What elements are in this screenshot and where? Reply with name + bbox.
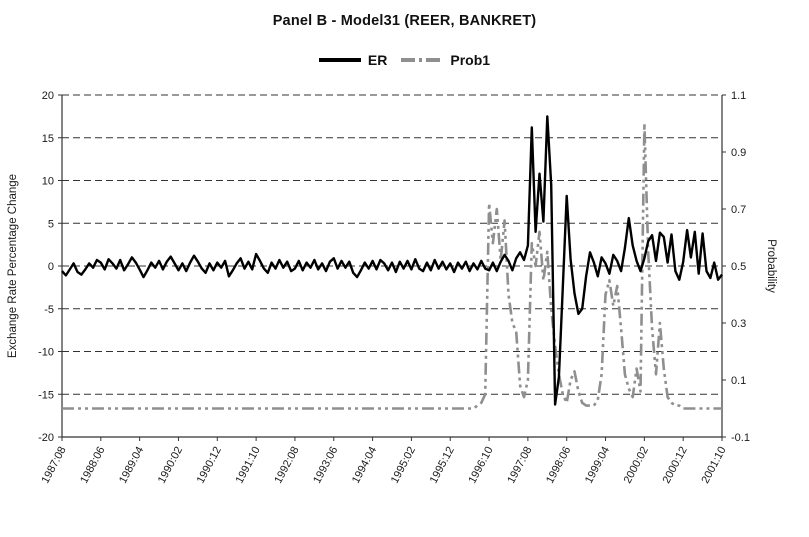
left-axis-tick-label: 20 bbox=[42, 90, 54, 102]
left-axis-tick-label: -5 bbox=[44, 304, 54, 316]
right-axis-tick-label: 0.9 bbox=[731, 147, 746, 159]
right-axis-title: Probability bbox=[765, 239, 777, 293]
x-axis-tick-label: 1999:04 bbox=[583, 445, 612, 486]
x-axis-tick-label: 2000:02 bbox=[622, 445, 651, 486]
er-series-line bbox=[61, 115, 723, 406]
left-axis-title: Exchange Rate Percentage Change bbox=[7, 174, 19, 358]
er-line-sample bbox=[318, 58, 361, 62]
x-axis-tick-label: 1988:06 bbox=[78, 445, 107, 486]
legend-item-er: ER bbox=[318, 52, 388, 68]
chart-legend: ER Prob1 bbox=[0, 52, 809, 68]
x-axis-tick-label: 1997:08 bbox=[505, 445, 534, 486]
x-axis-tick-label: 1993:06 bbox=[311, 445, 340, 486]
legend-label-prob1: Prob1 bbox=[450, 52, 491, 68]
chart-title: Panel B - Model31 (REER, BANKRET) bbox=[272, 13, 537, 29]
prob1-series-line bbox=[62, 122, 722, 410]
x-axis-tick-label: 1990:12 bbox=[195, 445, 224, 486]
x-axis-tick-label: 2000:12 bbox=[661, 445, 690, 486]
legend-label-er: ER bbox=[367, 52, 388, 68]
x-axis-tick-label: 1991:10 bbox=[234, 445, 263, 486]
x-axis-tick-label: 1994:04 bbox=[350, 445, 379, 486]
left-axis-tick-label: 0 bbox=[48, 261, 54, 273]
prob1-line-sample bbox=[401, 58, 444, 62]
x-axis-tick-label: 1995:12 bbox=[428, 445, 457, 486]
x-axis-tick-label: 1987:08 bbox=[39, 445, 68, 486]
x-axis-tick-label: 1989:04 bbox=[117, 445, 146, 486]
right-axis-tick-label: 0.7 bbox=[731, 204, 746, 216]
left-axis-tick-label: 10 bbox=[42, 176, 54, 188]
right-axis-tick-label: -0.1 bbox=[731, 432, 750, 444]
x-axis-tick-label: 1992:08 bbox=[272, 445, 301, 486]
right-axis-tick-label: 1.1 bbox=[731, 90, 746, 102]
x-axis-tick-label: 1990:02 bbox=[156, 445, 185, 486]
right-axis-tick-label: 0.3 bbox=[731, 318, 746, 330]
left-axis-tick-label: 5 bbox=[48, 218, 54, 230]
x-axis-tick-label: 1996:10 bbox=[466, 445, 495, 486]
right-axis-tick-label: 0.5 bbox=[731, 261, 746, 273]
right-axis-tick-label: 0.1 bbox=[731, 375, 746, 387]
legend-item-prob1: Prob1 bbox=[401, 52, 490, 68]
left-axis-tick-label: -20 bbox=[38, 432, 54, 444]
left-axis-tick-label: 15 bbox=[42, 133, 54, 145]
x-axis-tick-label: 2001:10 bbox=[699, 445, 728, 486]
x-axis-tick-label: 1998:06 bbox=[544, 445, 573, 486]
x-axis-tick-label: 1995:02 bbox=[389, 445, 418, 486]
left-axis-tick-label: -10 bbox=[38, 347, 54, 359]
left-axis-tick-label: -15 bbox=[38, 389, 54, 401]
